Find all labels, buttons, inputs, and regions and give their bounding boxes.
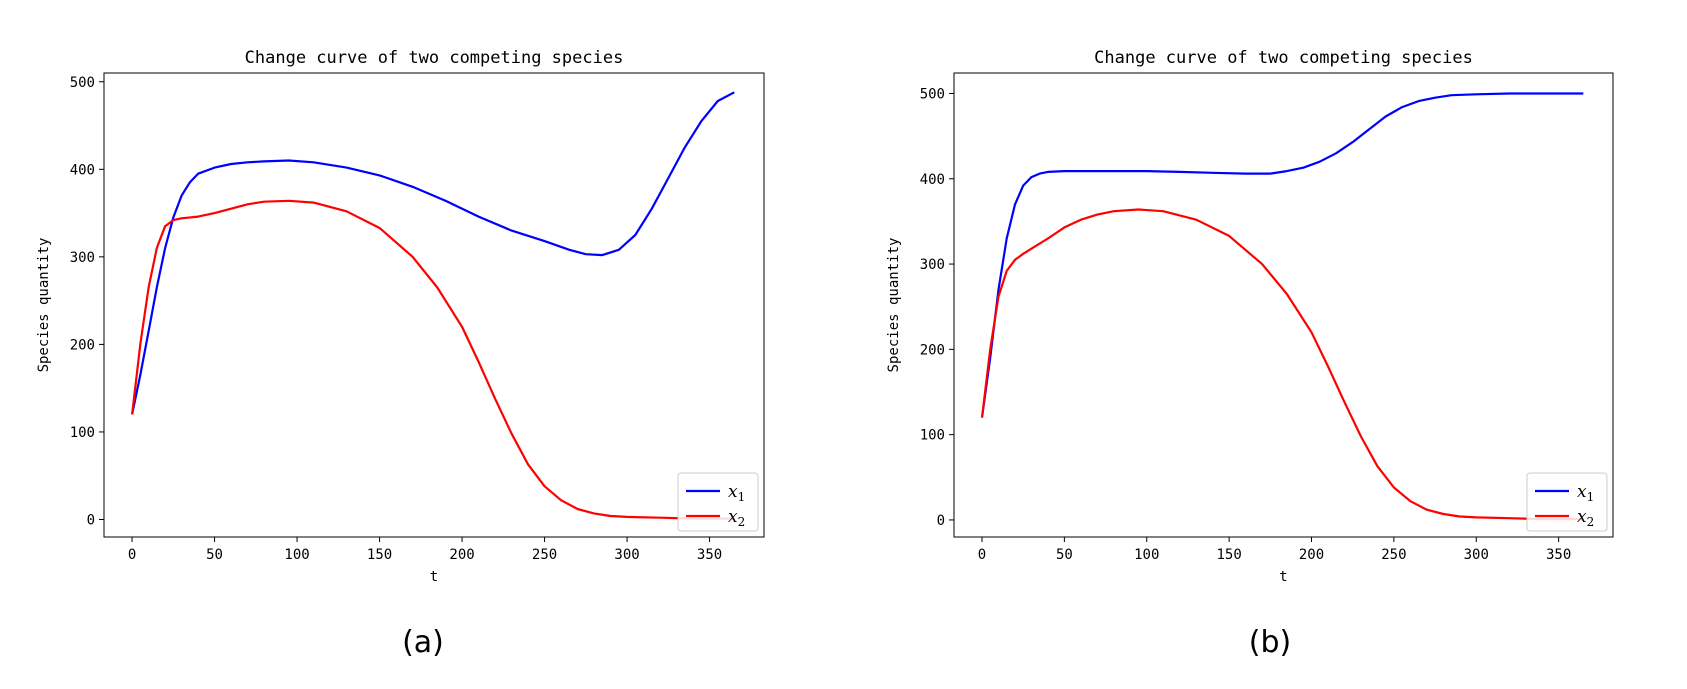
chart-title: Change curve of two competing species: [1094, 48, 1473, 68]
x-tick-label: 300: [614, 547, 639, 563]
x-tick-label: 0: [978, 547, 986, 563]
legend-box: [1526, 472, 1608, 532]
panel-label: (a): [402, 625, 444, 660]
y-tick-label: 0: [87, 512, 95, 528]
legend-entry-name: x: [728, 482, 738, 502]
legend-entry-subscript: 2: [1587, 515, 1595, 529]
legend-entry-subscript: 1: [1587, 490, 1595, 504]
x-tick-label: 50: [206, 547, 223, 563]
legend-entry-subscript: 2: [738, 515, 746, 529]
y-tick-label: 100: [70, 425, 95, 441]
y-tick-label: 0: [937, 513, 945, 529]
x-tick-label: 150: [367, 547, 392, 563]
legend-entry-name: x: [1577, 507, 1587, 527]
y-tick-label: 400: [70, 162, 95, 178]
y-tick-label: 300: [70, 250, 95, 266]
series-line-x1: [980, 92, 1584, 418]
legend-box: [677, 472, 759, 532]
y-tick-label: 500: [70, 75, 95, 91]
y-axis-label: Species quantity: [36, 238, 52, 373]
axes-frame: [103, 72, 765, 538]
legend-entry-x1: x1: [1577, 482, 1594, 504]
legend-entry-subscript: 1: [738, 490, 746, 504]
y-tick-label: 200: [70, 337, 95, 353]
chart-title: Change curve of two competing species: [245, 48, 624, 68]
x-axis-label: t: [430, 569, 438, 585]
x-tick-label: 100: [1134, 547, 1159, 563]
x-tick-label: 300: [1464, 547, 1489, 563]
series-line-x2: [131, 199, 735, 520]
x-tick-label: 250: [1381, 547, 1406, 563]
x-tick-label: 100: [284, 547, 309, 563]
y-tick-label: 200: [920, 342, 945, 358]
x-tick-label: 0: [128, 547, 136, 563]
axes-frame: [953, 72, 1614, 538]
x-tick-label: 200: [1299, 547, 1324, 563]
series-line-x2: [980, 208, 1584, 521]
chart-panel-1: 0 50 100 150 200 250 300 350 0 100 200 300 400 500 Cha…: [36, 48, 765, 660]
x-tick-label: 150: [1216, 547, 1241, 563]
panel-label: (b): [1249, 625, 1291, 660]
y-tick-label: 100: [920, 428, 945, 444]
y-tick-label: 300: [920, 257, 945, 273]
legend-entry-name: x: [728, 507, 738, 527]
y-tick-label: 500: [920, 86, 945, 102]
legend-entry-x1: x1: [728, 482, 745, 504]
x-axis-label: t: [1279, 569, 1287, 585]
y-tick-label: 400: [920, 172, 945, 188]
x-tick-label: 50: [1056, 547, 1073, 563]
legend-entry-name: x: [1577, 482, 1587, 502]
x-tick-label: 200: [449, 547, 474, 563]
x-tick-label: 350: [1546, 547, 1571, 563]
chart-panel-2: 0 50 100 150 200 250 300 350 0 100 200 300 400 500 Cha…: [886, 48, 1614, 660]
series-line-x1: [131, 91, 735, 415]
y-axis-label: Species quantity: [886, 238, 902, 373]
legend-entry-x2: x2: [728, 507, 745, 529]
x-tick-label: 250: [532, 547, 557, 563]
legend-entry-x2: x2: [1577, 507, 1594, 529]
x-tick-label: 350: [697, 547, 722, 563]
